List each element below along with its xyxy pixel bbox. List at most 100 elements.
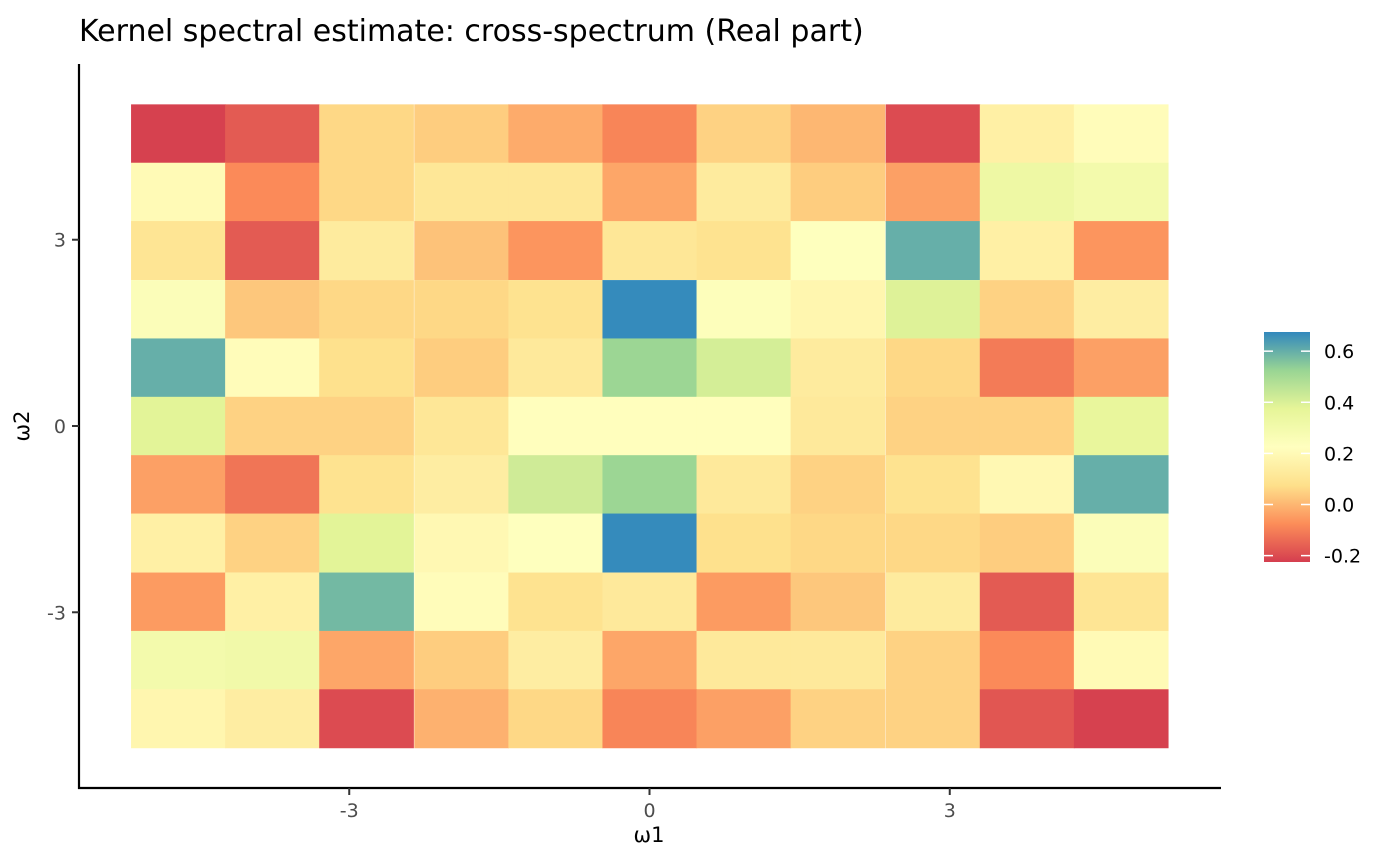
heatmap-cell <box>1073 513 1169 573</box>
heatmap-cell <box>1073 338 1169 398</box>
heatmap-cell <box>225 572 320 632</box>
heatmap-cell <box>790 104 886 164</box>
x-axis-title-text: ω1 <box>634 823 665 847</box>
heatmap-cell <box>319 104 414 164</box>
heatmap-cell <box>1073 280 1169 340</box>
heatmap-cell <box>319 396 414 456</box>
heatmap-cell <box>885 280 981 340</box>
heatmap-cell <box>696 513 792 573</box>
heatmap-cell <box>696 221 792 281</box>
heatmap-cell <box>602 104 698 164</box>
heatmap-cell <box>319 513 414 573</box>
legend-colorbar <box>1264 332 1310 562</box>
heatmap-cell <box>225 221 320 281</box>
heatmap-cell <box>790 396 886 456</box>
heatmap-cell <box>225 513 320 573</box>
x-axis-ticks: -3 0 3 <box>340 788 956 822</box>
heatmap-cell <box>508 338 604 398</box>
y-axis-title: ω2 <box>10 411 34 442</box>
heatmap-cell <box>885 396 981 456</box>
y-tick-label: 3 <box>54 230 66 252</box>
heatmap-cell <box>979 280 1075 340</box>
heatmap-cell <box>979 396 1075 456</box>
heatmap-cell <box>696 338 792 398</box>
heatmap-cell <box>131 572 226 632</box>
y-tick-label: 0 <box>54 416 66 438</box>
heatmap-cell <box>225 338 320 398</box>
heatmap-cell <box>414 630 509 690</box>
heatmap-cell <box>696 689 792 749</box>
x-tick-label: 3 <box>944 800 956 822</box>
heatmap-cell <box>225 630 320 690</box>
heatmap-cell <box>319 280 414 340</box>
heatmap-cell <box>414 455 509 515</box>
heatmap-cell <box>319 455 414 515</box>
heatmap-cell <box>885 513 981 573</box>
heatmap-cells <box>131 104 1169 749</box>
heatmap-cell <box>885 689 981 749</box>
heatmap-cell <box>602 280 698 340</box>
heatmap-cell <box>131 630 226 690</box>
heatmap-cell <box>885 162 981 222</box>
heatmap-cell <box>979 162 1075 222</box>
heatmap-cell <box>319 630 414 690</box>
heatmap-cell <box>319 689 414 749</box>
chart-title: Kernel spectral estimate: cross-spectrum… <box>79 14 864 49</box>
heatmap-cell <box>508 513 604 573</box>
heatmap-cell <box>696 162 792 222</box>
heatmap-cell <box>225 104 320 164</box>
heatmap-cell <box>696 572 792 632</box>
heatmap-cell <box>790 162 886 222</box>
heatmap-cell <box>790 689 886 749</box>
heatmap-cell <box>885 104 981 164</box>
x-tick-label: 0 <box>643 800 655 822</box>
heatmap-cell <box>225 162 320 222</box>
heatmap-cell <box>602 221 698 281</box>
heatmap-cell <box>225 455 320 515</box>
heatmap-cell <box>131 396 226 456</box>
heatmap-cell <box>414 280 509 340</box>
y-axis-title-text: ω2 <box>10 411 34 442</box>
heatmap-cell <box>414 221 509 281</box>
heatmap-cell <box>696 280 792 340</box>
heatmap-cell <box>131 338 226 398</box>
heatmap-cell <box>508 630 604 690</box>
heatmap-cell <box>602 572 698 632</box>
heatmap-cell <box>508 162 604 222</box>
heatmap-cell <box>131 280 226 340</box>
heatmap-cell <box>790 280 886 340</box>
heatmap-cell <box>225 689 320 749</box>
heatmap-cell <box>414 162 509 222</box>
heatmap-cell <box>508 572 604 632</box>
heatmap-cell <box>414 396 509 456</box>
heatmap-cell <box>508 221 604 281</box>
heatmap-cell <box>131 455 226 515</box>
heatmap-cell <box>225 396 320 456</box>
heatmap-cell <box>414 572 509 632</box>
heatmap-cell <box>602 513 698 573</box>
y-tick-label: -3 <box>47 602 66 624</box>
heatmap-cell <box>979 455 1075 515</box>
heatmap-cell <box>131 162 226 222</box>
heatmap-cell <box>696 104 792 164</box>
heatmap-cell <box>1073 221 1169 281</box>
heatmap-cell <box>508 104 604 164</box>
heatmap-cell <box>979 104 1075 164</box>
heatmap-cell <box>131 104 226 164</box>
heatmap-cell <box>131 689 226 749</box>
heatmap-cell <box>602 338 698 398</box>
heatmap-cell <box>790 630 886 690</box>
heatmap-cell <box>790 513 886 573</box>
heatmap-cell <box>225 280 320 340</box>
heatmap-cell <box>319 221 414 281</box>
heatmap-cell <box>979 689 1075 749</box>
heatmap-cell <box>508 689 604 749</box>
heatmap-cell <box>1073 104 1169 164</box>
legend-tick-label: -0.2 <box>1324 546 1361 568</box>
heatmap-cell <box>885 630 981 690</box>
heatmap-cell <box>414 338 509 398</box>
heatmap-cell <box>1073 689 1169 749</box>
heatmap-cell <box>1073 572 1169 632</box>
heatmap-cell <box>414 689 509 749</box>
legend-tick-label: 0.0 <box>1324 495 1354 517</box>
